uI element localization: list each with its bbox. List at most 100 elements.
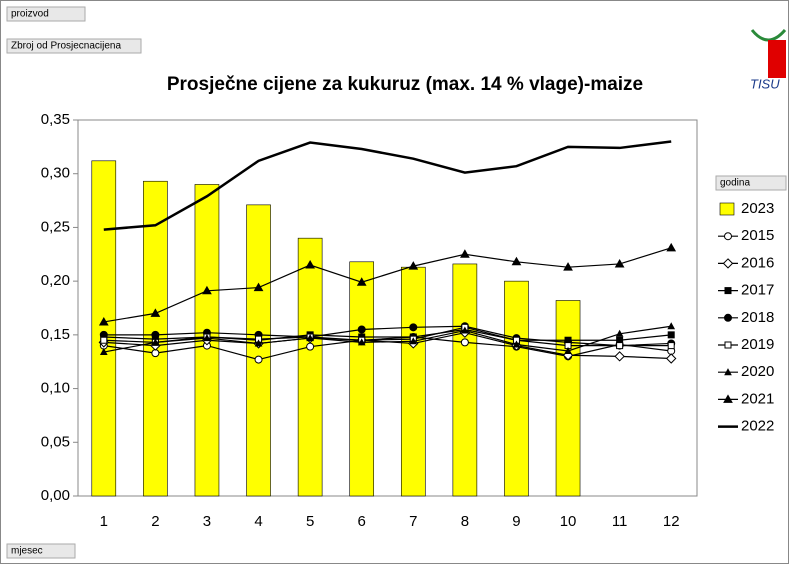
logo-block bbox=[768, 40, 786, 78]
legend-marker bbox=[724, 313, 732, 322]
marker bbox=[409, 337, 418, 345]
legend-label: 2023 bbox=[741, 200, 774, 217]
legend-label: 2017 bbox=[741, 282, 774, 299]
bar bbox=[297, 237, 323, 497]
marker bbox=[150, 308, 161, 317]
marker bbox=[151, 338, 160, 346]
marker bbox=[511, 256, 522, 266]
marker bbox=[616, 342, 624, 350]
bar bbox=[246, 204, 271, 497]
logo: TISU bbox=[750, 28, 787, 91]
legend-label: 2018 bbox=[741, 309, 774, 326]
marker bbox=[98, 316, 109, 326]
axis-field: mjesec bbox=[11, 546, 43, 557]
marker bbox=[667, 322, 676, 330]
legend-label: 2021 bbox=[741, 390, 774, 407]
legend-item: 2016 bbox=[718, 254, 774, 271]
line bbox=[103, 247, 672, 323]
y-tick-label: 0,30 bbox=[41, 165, 70, 182]
value-field-box bbox=[6, 38, 142, 54]
marker bbox=[100, 336, 108, 344]
legend-label: 2015 bbox=[741, 227, 774, 244]
x-tick-label: 4 bbox=[254, 513, 262, 530]
marker bbox=[357, 338, 366, 346]
legend-marker bbox=[722, 258, 734, 269]
legend-marker bbox=[724, 232, 732, 241]
line bbox=[103, 325, 672, 353]
x-tick-label: 3 bbox=[203, 513, 211, 530]
line bbox=[103, 336, 672, 361]
marker bbox=[563, 262, 573, 271]
legend-label: 2022 bbox=[741, 418, 774, 435]
marker bbox=[409, 323, 418, 332]
line bbox=[103, 140, 672, 231]
marker bbox=[254, 339, 263, 347]
x-tick-label: 2 bbox=[151, 513, 159, 530]
bar bbox=[400, 266, 426, 497]
y-tick-label: 0,20 bbox=[41, 272, 70, 289]
bar bbox=[91, 160, 117, 497]
marker bbox=[203, 334, 211, 342]
marker bbox=[254, 355, 263, 364]
logo-text: TISU bbox=[750, 76, 780, 91]
marker bbox=[408, 261, 419, 270]
legend-item: 2019 bbox=[718, 336, 774, 353]
legend-marker bbox=[723, 394, 733, 403]
legend-marker bbox=[724, 368, 732, 376]
marker bbox=[564, 346, 572, 354]
y-tick-label: 0,05 bbox=[41, 433, 70, 450]
legend-label: 2019 bbox=[741, 336, 774, 353]
bar bbox=[452, 263, 478, 497]
plot-area bbox=[77, 119, 698, 497]
chart-title: Prosječne cijene za kukuruz (max. 14 % v… bbox=[167, 74, 643, 95]
marker bbox=[253, 282, 264, 292]
legend-item: 2022 bbox=[718, 418, 774, 435]
marker bbox=[99, 348, 108, 356]
x-tick-label: 10 bbox=[560, 513, 577, 530]
legend-item: 2023 bbox=[719, 200, 774, 217]
marker bbox=[666, 242, 677, 252]
y-tick-label: 0,25 bbox=[41, 218, 70, 235]
marker bbox=[356, 277, 367, 286]
x-tick-label: 1 bbox=[100, 513, 108, 530]
legend-item: 2017 bbox=[718, 282, 774, 299]
marker bbox=[667, 331, 675, 339]
marker bbox=[614, 258, 625, 268]
marker bbox=[666, 353, 677, 364]
marker bbox=[460, 338, 469, 347]
legend-swatch bbox=[719, 202, 735, 216]
legend-label: 2020 bbox=[741, 363, 774, 380]
filter-field: proizvod bbox=[11, 9, 49, 20]
bar bbox=[349, 261, 375, 497]
x-tick-label: 6 bbox=[358, 513, 366, 530]
value-field: Zbroj od Prosjecnacijena bbox=[11, 41, 121, 52]
legend-item: 2015 bbox=[718, 227, 774, 244]
y-tick-label: 0,15 bbox=[41, 326, 70, 343]
filter-button[interactable] bbox=[6, 6, 86, 22]
y-tick-label: 0,35 bbox=[41, 111, 70, 128]
legend-marker bbox=[724, 287, 732, 295]
x-tick-label: 9 bbox=[512, 513, 520, 530]
marker bbox=[151, 330, 160, 339]
legend-label: 2016 bbox=[741, 254, 774, 271]
bar bbox=[555, 300, 581, 497]
axis-field-button[interactable] bbox=[6, 543, 76, 559]
bar bbox=[504, 280, 529, 497]
marker bbox=[615, 329, 624, 337]
marker bbox=[202, 285, 212, 295]
marker bbox=[512, 340, 521, 348]
legend-item: 2021 bbox=[718, 390, 774, 407]
y-tick-label: 0,00 bbox=[41, 487, 70, 504]
marker bbox=[305, 260, 315, 269]
x-tick-label: 12 bbox=[663, 513, 680, 530]
x-tick-label: 7 bbox=[409, 513, 417, 530]
y-tick-label: 0,10 bbox=[41, 380, 70, 397]
legend-button[interactable] bbox=[715, 175, 787, 191]
marker bbox=[306, 334, 314, 342]
x-tick-label: 8 bbox=[461, 513, 469, 530]
legend-title: godina bbox=[720, 178, 750, 189]
line bbox=[103, 325, 672, 347]
legend-marker bbox=[724, 341, 732, 349]
